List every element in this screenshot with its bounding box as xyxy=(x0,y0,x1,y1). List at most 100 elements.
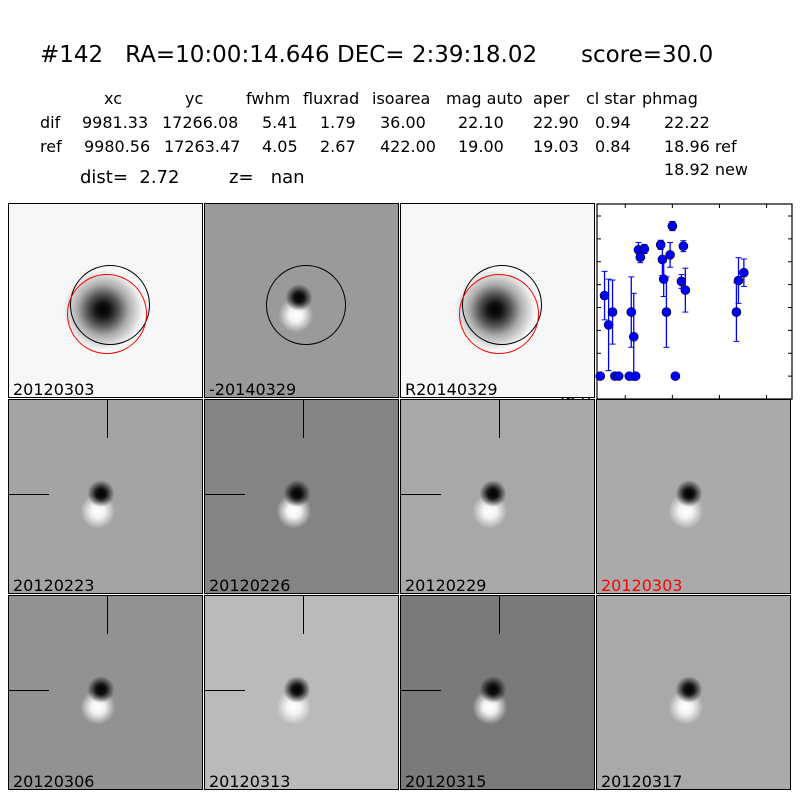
stamp-date-label: 20120223 xyxy=(13,576,95,594)
data-point xyxy=(680,285,691,295)
image-stamp[interactable]: 20120303 xyxy=(8,203,203,398)
dipole-residual xyxy=(453,656,533,736)
data-point xyxy=(661,307,672,317)
row-value: 4.05 xyxy=(262,137,298,156)
column-header: xc xyxy=(104,89,122,108)
stamp-date-label: 20120226 xyxy=(209,576,291,594)
crosshair-horizontal xyxy=(9,690,49,692)
stamp-date-label: 20120306 xyxy=(13,772,95,790)
crosshair-horizontal xyxy=(205,494,245,496)
data-point xyxy=(731,307,742,317)
row-value: 18.96 ref xyxy=(664,137,737,156)
crosshair-horizontal xyxy=(401,690,441,692)
data-point xyxy=(667,221,678,231)
row-value: 19.00 xyxy=(458,137,504,156)
aperture-circle-red xyxy=(459,274,539,354)
row-value: 19.03 xyxy=(533,137,579,156)
column-header: isoarea xyxy=(372,89,431,108)
candidate-title: #142 RA=10:00:14.646 DEC= 2:39:18.02 sco… xyxy=(40,42,714,68)
row-value: 0.94 xyxy=(595,113,631,132)
row-value: 2.67 xyxy=(320,137,356,156)
data-point xyxy=(603,320,614,330)
aperture-circle-black xyxy=(266,265,346,345)
crosshair-vertical xyxy=(499,596,501,634)
image-stamp[interactable]: 20120226 xyxy=(204,399,399,594)
data-point xyxy=(655,240,666,250)
row-value: 17266.08 xyxy=(162,113,239,132)
stamp-date-label: R20140329 xyxy=(405,380,498,398)
dipole-residual xyxy=(649,460,729,540)
image-stamp[interactable]: 20120229 xyxy=(400,399,595,594)
crosshair-horizontal xyxy=(401,494,441,496)
column-header: yc xyxy=(185,89,204,108)
row-value: 17263.47 xyxy=(164,137,241,156)
row-value: 1.79 xyxy=(320,113,356,132)
dipole-residual xyxy=(649,656,729,736)
crosshair-vertical xyxy=(499,400,501,438)
dipole-residual xyxy=(61,460,141,540)
image-stamp[interactable]: 20120223 xyxy=(8,399,203,594)
data-point xyxy=(626,307,637,317)
crosshair-vertical xyxy=(303,400,305,438)
image-stamp[interactable]: 20120306 xyxy=(8,595,203,790)
data-point xyxy=(639,244,650,254)
row-label: ref xyxy=(40,137,62,156)
data-point xyxy=(628,331,639,342)
crosshair-horizontal xyxy=(205,690,245,692)
stamp-date-label: 20120303 xyxy=(13,380,95,398)
crosshair-horizontal xyxy=(9,494,49,496)
row-value: 422.00 xyxy=(380,137,436,156)
stamp-date-label: 20120229 xyxy=(405,576,487,594)
stamp-date-label: 20120317 xyxy=(601,772,683,790)
stamp-date-label: 20120315 xyxy=(405,772,487,790)
data-point xyxy=(733,275,744,286)
row-value: 5.41 xyxy=(262,113,298,132)
data-point xyxy=(739,267,749,278)
data-point xyxy=(676,276,687,287)
row-value: 36.00 xyxy=(380,113,426,132)
column-header: cl star xyxy=(586,89,636,108)
row-value: 9980.56 xyxy=(84,137,151,156)
image-stamp[interactable]: 20120317 xyxy=(596,595,791,790)
dist-text: dist= 2.72 xyxy=(80,167,180,188)
crosshair-vertical xyxy=(303,596,305,634)
data-point xyxy=(595,371,606,381)
data-point xyxy=(630,371,641,381)
image-stamp[interactable]: R20140329 xyxy=(400,203,595,398)
data-point xyxy=(635,252,646,262)
dipole-residual xyxy=(61,656,141,736)
crosshair-vertical xyxy=(107,400,109,438)
data-point xyxy=(670,371,681,381)
data-point xyxy=(607,307,618,317)
row-value: 22.22 xyxy=(664,113,710,132)
aperture-circle-red xyxy=(67,274,147,354)
column-header: mag auto xyxy=(446,89,523,108)
z-text: z= nan xyxy=(229,167,305,188)
image-stamp[interactable]: 20120315 xyxy=(400,595,595,790)
plot-frame xyxy=(596,203,793,400)
column-header: fwhm xyxy=(246,89,291,108)
dipole-residual xyxy=(257,460,337,540)
data-point xyxy=(665,250,675,260)
column-header: aper xyxy=(533,89,570,108)
stamp-date-label: 20120313 xyxy=(209,772,291,790)
row-value: 9981.33 xyxy=(82,113,149,132)
row-value: 22.90 xyxy=(533,113,579,132)
data-point xyxy=(599,290,610,301)
data-point xyxy=(613,371,624,381)
row-value: 0.84 xyxy=(595,137,631,156)
row-value: 22.10 xyxy=(458,113,504,132)
row-label: dif xyxy=(40,113,61,132)
stamp-date-label: 20120303 xyxy=(601,576,683,594)
data-point xyxy=(678,241,689,251)
dipole-residual xyxy=(257,656,337,736)
extra-text: 18.92 new xyxy=(664,160,748,179)
column-header: phmag xyxy=(642,89,698,108)
stamp-date-label: -20140329 xyxy=(209,380,297,398)
crosshair-vertical xyxy=(107,596,109,634)
image-stamp[interactable]: 20120313 xyxy=(204,595,399,790)
dipole-residual xyxy=(453,460,533,540)
image-stamp[interactable]: -20140329 xyxy=(204,203,399,398)
image-stamp[interactable]: 20120303 xyxy=(596,399,791,594)
